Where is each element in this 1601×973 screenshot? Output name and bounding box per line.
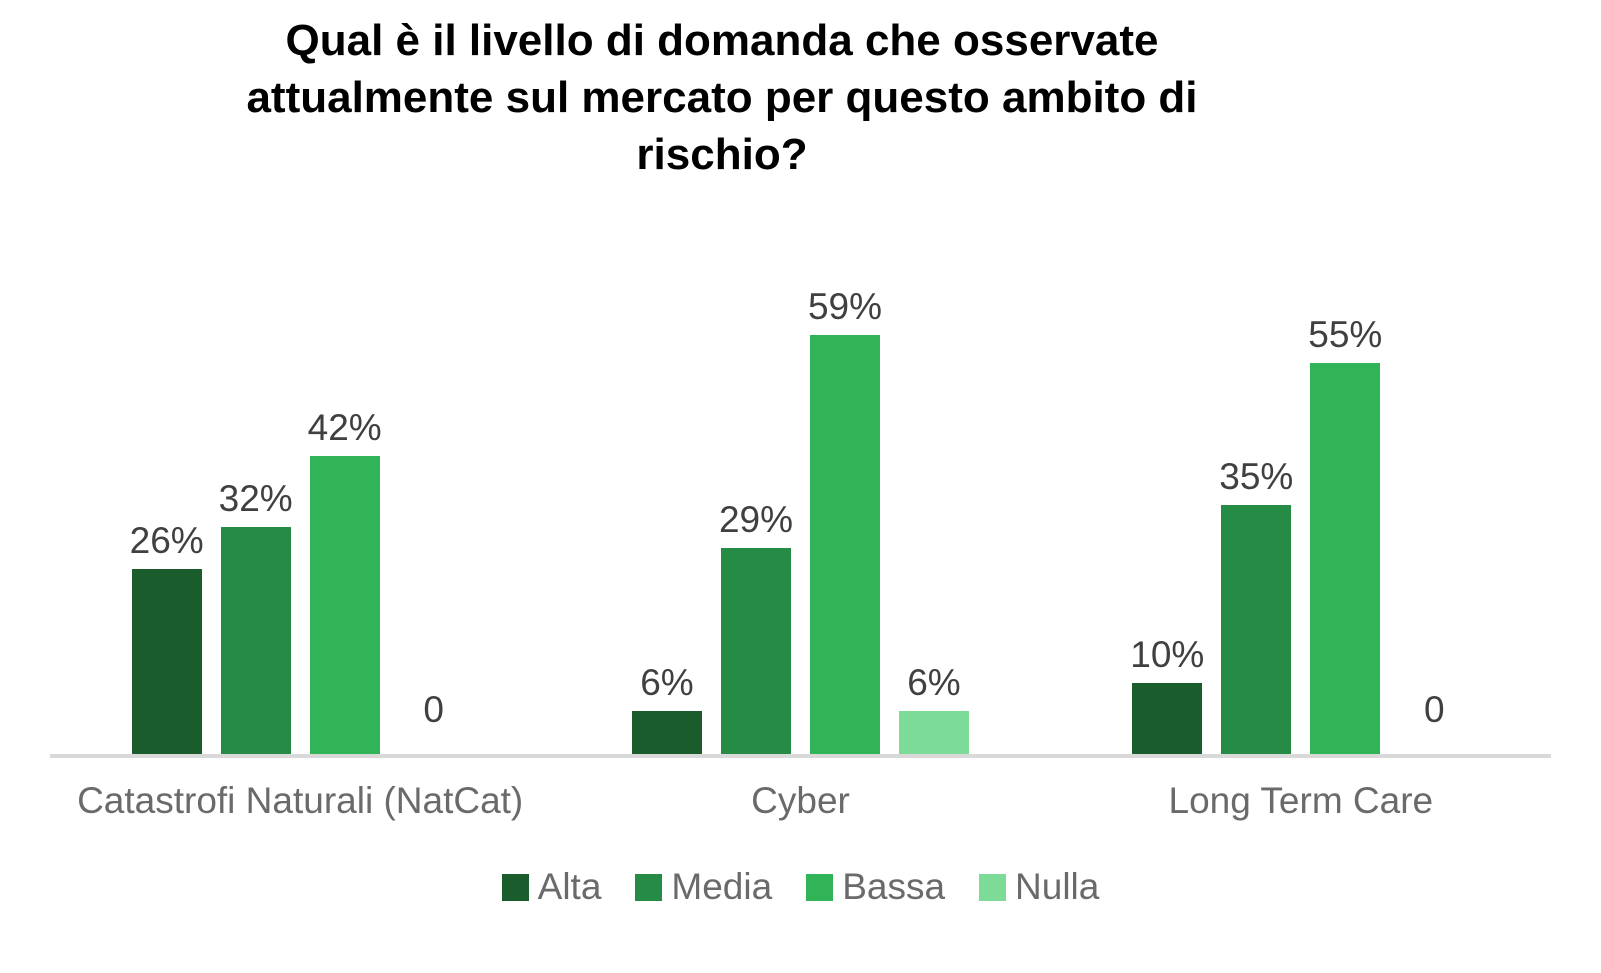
- bar-bassa-catastrofi-naturali-natcat: [309, 456, 380, 754]
- bar-slot-media-cyber: 29%: [718, 258, 794, 754]
- data-label-alta-catastrofi-naturali-natcat: 26%: [129, 520, 204, 561]
- bar-group-cyber: 6% 29% 59% 6%: [550, 258, 1050, 754]
- category-label-long-term-care: Long Term Care: [1168, 780, 1434, 821]
- legend-swatch-icon: [979, 873, 1007, 901]
- legend-label-nulla: Nulla: [1015, 866, 1100, 907]
- data-label-media-catastrofi-naturali-natcat: 32%: [218, 478, 293, 519]
- bar-media-cyber: [720, 548, 791, 754]
- data-label-bassa-cyber: 59%: [807, 286, 883, 327]
- bar-bassa-cyber: [809, 335, 880, 754]
- bar-slot-bassa-catastrofi-naturali-natcat: 42%: [307, 258, 382, 754]
- data-label-nulla-long-term-care: 0: [1424, 689, 1445, 730]
- bar-slot-alta-long-term-care: 10%: [1130, 258, 1205, 754]
- category-label-catastrofi-naturali-natcat: Catastrofi Naturali (NatCat): [77, 780, 524, 821]
- bar-nulla-cyber: [898, 711, 969, 754]
- category-label-cyber: Cyber: [751, 780, 850, 821]
- bar-media-long-term-care: [1221, 505, 1292, 754]
- data-label-media-cyber: 29%: [718, 499, 794, 540]
- legend-swatch-icon: [806, 873, 834, 901]
- bar-slot-alta-catastrofi-naturali-natcat: 26%: [129, 258, 204, 754]
- bar-alta-catastrofi-naturali-natcat: [131, 569, 202, 754]
- bar-alta-long-term-care: [1132, 683, 1203, 754]
- data-label-alta-long-term-care: 10%: [1130, 634, 1205, 675]
- legend: Alta Media Bassa Nulla: [0, 866, 1601, 908]
- legend-item-alta: Alta: [501, 866, 602, 908]
- data-label-nulla-catastrofi-naturali-natcat: 0: [423, 689, 444, 730]
- plot-area: 26% 32% 42% 0 6% 29% 59% 6% 10% 35% 55% 0: [50, 258, 1551, 758]
- bar-slot-alta-cyber: 6%: [631, 258, 702, 754]
- bar-slot-nulla-cyber: 6%: [898, 258, 969, 754]
- category-axis: Catastrofi Naturali (NatCat) Cyber Long Te…: [50, 780, 1551, 822]
- legend-item-media: Media: [635, 866, 772, 908]
- legend-item-nulla: Nulla: [979, 866, 1099, 908]
- data-label-bassa-catastrofi-naturali-natcat: 42%: [307, 407, 382, 448]
- bar-group-long-term-care: 10% 35% 55% 0: [1051, 258, 1551, 754]
- legend-swatch-icon: [501, 873, 529, 901]
- legend-swatch-icon: [635, 873, 663, 901]
- data-label-nulla-cyber: 6%: [907, 662, 961, 703]
- legend-item-bassa: Bassa: [806, 866, 945, 908]
- bar-slot-media-catastrofi-naturali-natcat: 32%: [218, 258, 293, 754]
- bar-slot-nulla-catastrofi-naturali-natcat: 0: [399, 258, 469, 754]
- bar-bassa-long-term-care: [1310, 363, 1381, 754]
- chart-title: Qual è il livello di domanda che osserva…: [246, 16, 1198, 179]
- bar-media-catastrofi-naturali-natcat: [220, 527, 291, 754]
- bar-slot-bassa-long-term-care: 55%: [1308, 258, 1383, 754]
- bar-slot-media-long-term-care: 35%: [1219, 258, 1294, 754]
- data-label-alta-cyber: 6%: [640, 662, 694, 703]
- bar-slot-bassa-cyber: 59%: [807, 258, 883, 754]
- data-label-media-long-term-care: 35%: [1219, 456, 1294, 497]
- legend-label-media: Media: [671, 866, 773, 907]
- bar-slot-nulla-long-term-care: 0: [1399, 258, 1469, 754]
- legend-label-bassa: Bassa: [842, 866, 946, 907]
- bar-group-catastrofi-naturali-natcat: 26% 32% 42% 0: [50, 258, 550, 754]
- data-label-bassa-long-term-care: 55%: [1308, 314, 1383, 355]
- bar-alta-cyber: [631, 711, 702, 754]
- legend-label-alta: Alta: [537, 866, 602, 907]
